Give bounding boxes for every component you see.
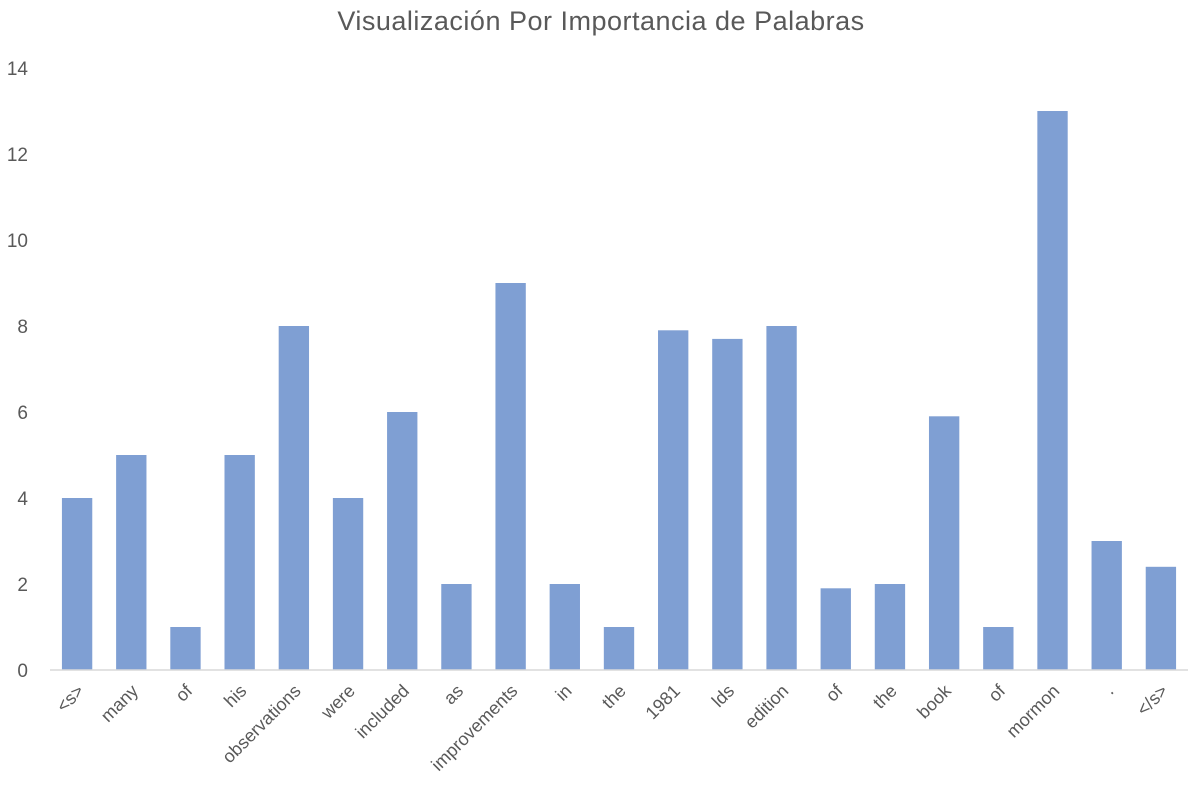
chart-title: Visualización Por Importancia de Palabra… <box>337 6 865 36</box>
x-tick-label: book <box>913 680 955 722</box>
bar <box>278 326 310 670</box>
y-tick-label: 0 <box>17 661 28 682</box>
bar <box>387 412 418 670</box>
y-tick-label: 8 <box>17 317 28 338</box>
bar <box>820 588 851 670</box>
x-tick-label: <s> <box>53 681 88 716</box>
x-tick-label: as <box>440 681 468 709</box>
bar <box>332 498 364 670</box>
x-tick-label: </s> <box>1133 681 1172 720</box>
bar <box>549 584 580 670</box>
x-tick-label: in <box>552 681 576 705</box>
y-tick-label: 2 <box>17 575 28 596</box>
bar <box>224 455 255 670</box>
bar <box>495 283 526 670</box>
bar <box>1037 111 1068 670</box>
x-tick-label: the <box>598 681 630 713</box>
bar <box>603 627 635 670</box>
y-tick-label: 14 <box>7 59 29 80</box>
bar <box>983 627 1014 670</box>
x-tick-label: the <box>869 681 901 713</box>
x-tick-label: of <box>984 680 1009 705</box>
x-tick-label: lds <box>708 681 738 711</box>
y-tick-label: 6 <box>17 403 28 424</box>
y-tick-label: 4 <box>17 489 28 510</box>
bar <box>441 584 472 670</box>
y-tick-label: 10 <box>7 231 28 252</box>
bar <box>874 584 906 670</box>
x-tick-label: were <box>316 681 358 723</box>
x-tick-label: . <box>1100 681 1118 699</box>
bar <box>1091 541 1122 670</box>
x-tick-label: his <box>220 681 250 711</box>
bar <box>1145 566 1177 670</box>
bar <box>116 455 147 670</box>
bar <box>766 326 797 670</box>
bar <box>712 338 743 670</box>
x-tick-label: many <box>97 681 142 726</box>
x-tick-label: 1981 <box>642 681 684 723</box>
x-tick-label: included <box>352 681 414 743</box>
x-tick-label: of <box>172 680 197 705</box>
y-tick-label: 12 <box>7 145 28 166</box>
x-tick-label: mormon <box>1003 681 1064 742</box>
bar <box>928 416 960 670</box>
x-tick-label: edition <box>741 681 793 733</box>
bar <box>61 498 93 670</box>
x-tick-label: of <box>822 680 847 705</box>
bar <box>170 627 201 670</box>
bar <box>658 330 689 670</box>
